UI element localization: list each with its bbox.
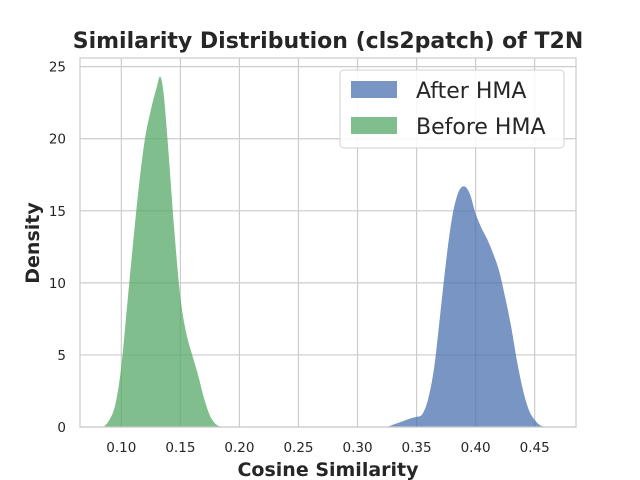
y-tick-label-10: 10 [49, 276, 66, 292]
y-tick-label-20: 20 [49, 132, 66, 148]
legend-label-before-hma: Before HMA [416, 115, 546, 140]
x-tick-label-0-20: 0.20 [224, 440, 254, 456]
x-tick-label-0-10: 0.10 [106, 440, 136, 456]
y-tick-label-25: 25 [49, 60, 66, 76]
density-area-before-hma [103, 76, 222, 427]
chart-title: Similarity Distribution (cls2patch) of T… [73, 29, 584, 54]
legend: After HMA Before HMA [339, 69, 565, 149]
x-tick-label-0-35: 0.35 [402, 440, 432, 456]
x-axis-label: Cosine Similarity [237, 459, 419, 480]
x-tick-label-0-15: 0.15 [165, 440, 195, 456]
x-tick-label-0-45: 0.45 [520, 440, 550, 456]
legend-swatch-after-hma [351, 81, 397, 98]
tick-labels: 0.10 0.15 0.20 0.25 0.30 0.35 0.40 0.45 0 5 10 15 20… [49, 60, 550, 456]
plot-frame [79, 57, 577, 428]
x-tick-label-0-25: 0.25 [283, 440, 313, 456]
legend-label-after-hma: After HMA [416, 79, 526, 104]
y-tick-label-5: 5 [57, 348, 66, 364]
density-areas [103, 76, 553, 427]
y-axis-label: Density [22, 202, 44, 284]
y-tick-label-15: 15 [49, 204, 66, 220]
density-area-after-hma [387, 186, 553, 427]
y-tick-label-0: 0 [57, 420, 66, 436]
x-tick-label-0-40: 0.40 [461, 440, 491, 456]
legend-swatch-before-hma [351, 117, 397, 134]
x-tick-label-0-30: 0.30 [342, 440, 372, 456]
